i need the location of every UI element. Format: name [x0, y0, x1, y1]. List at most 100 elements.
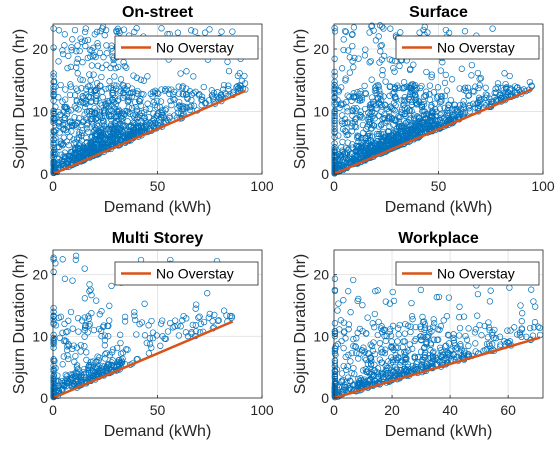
scatter-point — [103, 61, 110, 68]
scatter-point — [169, 324, 177, 331]
scatter-point — [50, 44, 57, 51]
scatter-point — [103, 142, 111, 150]
scatter-series — [331, 22, 535, 177]
scatter-point — [511, 324, 518, 331]
scatter-point — [461, 84, 469, 91]
legend: No Overstay — [395, 35, 540, 60]
scatter-point — [474, 99, 481, 106]
scatter-point — [360, 129, 367, 136]
scatter-point — [106, 78, 113, 85]
scatter-point — [410, 83, 418, 90]
scatter-point — [405, 126, 412, 133]
scatter-point — [87, 98, 94, 106]
scatter-point — [468, 61, 476, 69]
scatter-point — [98, 73, 105, 81]
scatter-point — [396, 321, 403, 329]
scatter-point — [121, 108, 129, 115]
scatter-point — [422, 126, 429, 133]
scatter-point — [413, 101, 420, 108]
scatter-point — [88, 98, 95, 105]
scatter-point — [118, 109, 126, 116]
scatter-point — [331, 381, 339, 388]
scatter-point — [347, 309, 354, 316]
scatter-point — [63, 329, 70, 336]
scatter-point — [482, 94, 489, 101]
scatter-point — [179, 84, 186, 91]
legend: No Overstay — [395, 261, 540, 286]
scatter-point — [221, 89, 229, 97]
scatter-point — [195, 92, 203, 99]
scatter-point — [191, 28, 199, 35]
scatter-point — [68, 47, 75, 54]
scatter-point — [390, 99, 398, 107]
scatter-point — [115, 96, 122, 103]
scatter-point — [445, 102, 452, 109]
scatter-point — [362, 105, 369, 113]
scatter-point — [157, 342, 164, 349]
scatter-point — [528, 286, 535, 293]
scatter-point — [367, 101, 375, 108]
scatter-point — [331, 320, 339, 327]
scatter-point — [352, 156, 359, 164]
scatter-point — [53, 126, 60, 134]
scatter-point — [344, 92, 351, 99]
scatter-point — [153, 332, 160, 339]
scatter-point — [456, 314, 463, 321]
scatter-point — [183, 68, 190, 75]
scatter-point — [118, 360, 125, 367]
scatter-point — [448, 106, 455, 114]
scatter-point — [354, 149, 361, 156]
scatter-point — [342, 75, 349, 82]
scatter-point — [59, 381, 66, 388]
scatter-point — [345, 288, 352, 295]
scatter-point — [419, 358, 426, 366]
scatter-point — [61, 153, 69, 161]
scatter-point — [177, 70, 184, 77]
scatter-point — [532, 303, 539, 310]
scatter-point — [81, 265, 88, 272]
scatter-point — [343, 366, 350, 373]
scatter-point — [396, 62, 403, 70]
scatter-point — [489, 341, 496, 348]
scatter-point — [376, 22, 384, 29]
scatter-point — [121, 313, 129, 321]
scatter-point — [478, 332, 485, 339]
scatter-point — [234, 72, 241, 79]
scatter-point — [50, 340, 57, 348]
scatter-point — [105, 85, 112, 92]
scatter-point — [99, 25, 106, 32]
scatter-point — [73, 362, 81, 369]
scatter-point — [146, 335, 154, 342]
scatter-point — [126, 127, 133, 134]
scatter-point — [156, 104, 164, 111]
x-tick-label: 50 — [150, 402, 166, 418]
scatter-point — [398, 123, 405, 130]
scatter-point — [382, 337, 389, 345]
scatter-point — [162, 86, 169, 93]
scatter-point — [127, 123, 135, 130]
scatter-point — [99, 94, 106, 101]
scatter-point — [101, 337, 109, 344]
scatter-point — [410, 61, 417, 68]
scatter-point — [426, 82, 434, 89]
scatter-point — [65, 355, 72, 363]
scatter-point — [102, 125, 109, 133]
scatter-point — [374, 143, 382, 150]
scatter-point — [403, 108, 411, 115]
scatter-point — [105, 98, 113, 105]
scatter-point — [331, 68, 338, 76]
scatter-point — [63, 346, 71, 354]
scatter-point — [369, 320, 376, 327]
scatter-point — [394, 325, 402, 332]
scatter-point — [177, 110, 185, 118]
scatter-point — [451, 339, 458, 347]
scatter-point — [72, 256, 79, 263]
scatter-point — [63, 105, 71, 113]
scatter-point — [411, 87, 418, 95]
scatter-point — [188, 27, 195, 34]
scatter-point — [201, 29, 209, 36]
scatter-point — [403, 134, 411, 142]
scatter-point — [433, 294, 440, 301]
scatter-point — [119, 94, 127, 101]
scatter-point — [77, 341, 85, 349]
